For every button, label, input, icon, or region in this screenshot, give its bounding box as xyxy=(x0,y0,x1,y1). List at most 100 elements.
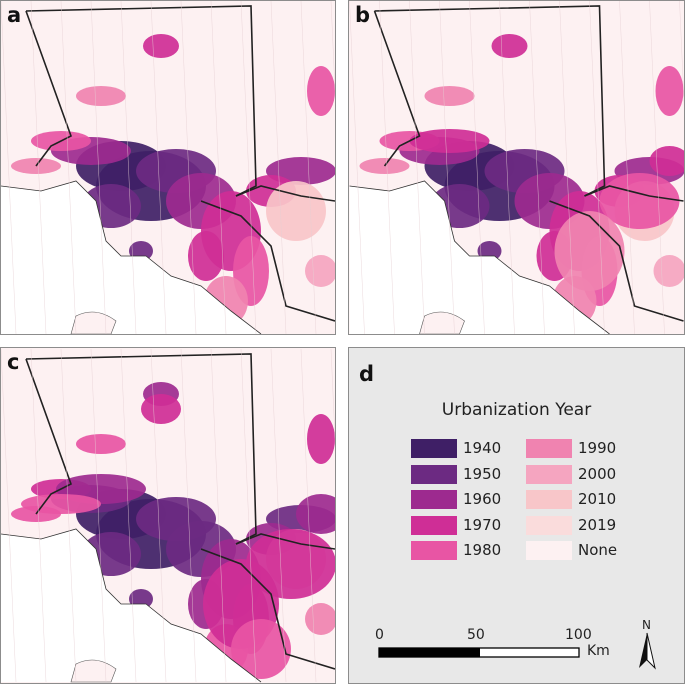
scale-tick-0: 0 xyxy=(375,627,384,643)
tract-line xyxy=(120,348,137,683)
tract-line xyxy=(589,1,605,334)
coastline xyxy=(349,180,610,334)
urban-patch xyxy=(141,394,181,424)
tract-line xyxy=(90,348,107,683)
tract-line xyxy=(180,348,197,683)
tract-line xyxy=(180,1,197,334)
county-boundary xyxy=(584,185,684,202)
legend-label-1970: 1970 xyxy=(463,516,502,534)
legend-swatch-2010 xyxy=(526,490,572,509)
tract-line xyxy=(300,348,317,683)
north-arrow-icon xyxy=(639,632,656,670)
map-panel-c: c xyxy=(0,347,336,684)
urban-patch xyxy=(554,211,625,291)
legend-panel: d Urbanization Year 1940 1950 1960 1970 … xyxy=(348,347,685,684)
tract-line xyxy=(679,1,684,106)
panel-label-d: d xyxy=(359,362,375,386)
ocean xyxy=(1,529,261,682)
legend-swatch-2000 xyxy=(526,465,572,484)
scale-unit: Km xyxy=(587,643,610,659)
legend-swatch-1940 xyxy=(411,439,457,458)
tract-line xyxy=(469,1,485,334)
panel-label-b: b xyxy=(355,3,371,27)
scale-tick-50: 50 xyxy=(467,627,485,643)
tract-line xyxy=(210,348,227,683)
panel-label-c: c xyxy=(7,350,20,374)
urban-patch xyxy=(649,146,684,176)
tract-line xyxy=(150,1,167,334)
county-boundary xyxy=(200,548,335,670)
tract-line xyxy=(1,348,17,683)
county-boundary xyxy=(25,5,257,197)
tract-line xyxy=(559,1,575,334)
urban-patch xyxy=(409,129,490,153)
county-boundary xyxy=(373,10,421,167)
county-boundary xyxy=(200,200,335,322)
legend-swatch-2019 xyxy=(526,516,572,535)
tract-line xyxy=(60,348,77,683)
island xyxy=(419,311,465,334)
legend-title: Urbanization Year xyxy=(441,400,592,420)
scale-bar-filled xyxy=(379,648,480,657)
tract-line xyxy=(439,1,455,334)
tract-line xyxy=(60,1,77,334)
tract-line xyxy=(330,1,335,95)
tract-line xyxy=(1,1,17,334)
tract-line xyxy=(300,1,317,334)
tract-line xyxy=(150,348,167,683)
tract-line xyxy=(30,348,47,683)
tract-line xyxy=(240,1,257,334)
tract-line xyxy=(210,1,227,334)
county-boundary xyxy=(25,10,72,167)
map-panel-a: a xyxy=(0,0,336,335)
tract-line xyxy=(499,1,515,334)
county-boundary xyxy=(25,353,257,545)
urban-patch xyxy=(188,231,224,281)
ocean xyxy=(349,181,610,334)
island xyxy=(70,311,117,334)
urban-patch xyxy=(653,255,684,287)
legend-label-2010: 2010 xyxy=(578,490,617,508)
urban-patch xyxy=(231,619,291,679)
tract-line xyxy=(619,1,635,334)
urban-patch xyxy=(21,494,101,514)
tract-line xyxy=(649,1,665,334)
tract-line xyxy=(409,1,425,334)
county-boundary xyxy=(25,358,72,515)
county-boundary xyxy=(235,185,335,202)
island xyxy=(70,659,117,683)
tract-line xyxy=(30,1,47,334)
tract-line xyxy=(270,348,287,683)
urban-patch xyxy=(76,434,126,454)
tract-line xyxy=(529,1,545,334)
urban-patch xyxy=(655,66,684,116)
legend-swatch-1960 xyxy=(411,490,457,509)
county-boundary xyxy=(235,533,335,550)
legend-swatch-1970 xyxy=(411,516,457,535)
urban-patch xyxy=(76,86,126,106)
legend-swatch-1980 xyxy=(411,541,457,560)
tract-line xyxy=(330,348,335,443)
legend-label-1960: 1960 xyxy=(463,490,502,508)
urban-patch xyxy=(424,86,475,106)
legend-label-1990: 1990 xyxy=(578,439,617,457)
map-panel-b: b xyxy=(348,0,685,335)
tract-line xyxy=(240,348,257,683)
legend-label-1950: 1950 xyxy=(463,465,502,483)
tract-line xyxy=(270,1,287,334)
legend-label-2000: 2000 xyxy=(578,465,617,483)
scale-tick-100: 100 xyxy=(565,627,592,643)
legend-swatch-1950 xyxy=(411,465,457,484)
coastline xyxy=(1,528,262,683)
legend-swatch-1990 xyxy=(526,439,572,458)
urban-patch xyxy=(307,414,335,464)
tract-line xyxy=(379,1,395,334)
county-boundary xyxy=(549,200,684,322)
legend-label-1940: 1940 xyxy=(463,439,502,457)
panel-label-a: a xyxy=(7,3,22,27)
ocean xyxy=(1,181,261,334)
coastline xyxy=(1,180,262,334)
legend-swatch-none xyxy=(526,541,572,560)
urban-patch xyxy=(307,66,335,116)
urbanization-map-b xyxy=(349,1,684,334)
